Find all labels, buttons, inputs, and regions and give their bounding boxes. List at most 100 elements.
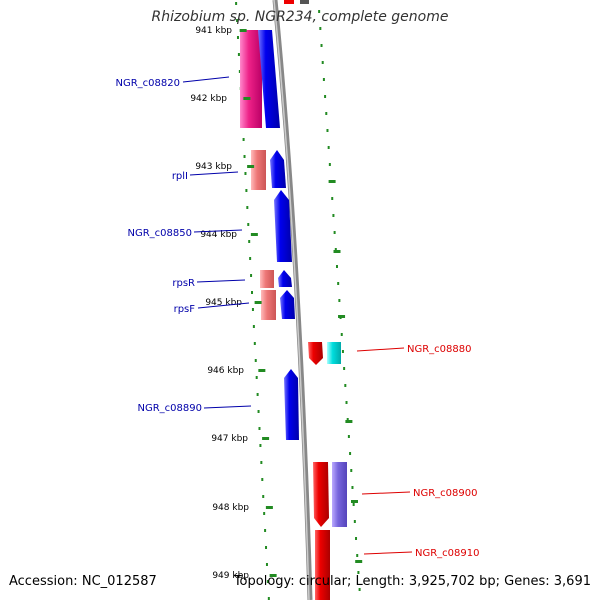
- gene-c08850-blue[interactable]: [274, 190, 292, 262]
- gene-label-right[interactable]: NGR_c08910: [415, 548, 480, 559]
- accession-label: Accession:: [9, 574, 78, 589]
- guide-dot-right: [353, 520, 356, 523]
- gene-c08880-cyan[interactable]: [327, 342, 341, 364]
- minor-tick-mark: [355, 560, 363, 563]
- genome-title: Rhizobium sp. NGR234, complete genome: [151, 9, 449, 25]
- guide-dot-right: [352, 503, 355, 506]
- guide-dot-right: [322, 78, 325, 81]
- gene-label-left[interactable]: rplI: [172, 171, 188, 182]
- gene-c08900-purple[interactable]: [332, 462, 347, 527]
- kbp-tick-mark: [258, 369, 266, 372]
- kbp-tick-mark: [239, 29, 247, 32]
- gene-partial-red: [284, 0, 294, 4]
- gene-label-right[interactable]: NGR_c08880: [407, 344, 472, 355]
- guide-dot-left: [236, 36, 239, 39]
- kbp-tick-label: 947 kbp: [211, 434, 248, 444]
- gene-c08820-pink[interactable]: [240, 30, 262, 128]
- minor-tick-mark: [351, 500, 358, 503]
- guide-dot-left: [262, 495, 265, 498]
- gene-rpsF-blue[interactable]: [280, 290, 295, 319]
- guide-dot-left: [266, 580, 269, 583]
- guide-dot-right: [351, 486, 354, 489]
- guide-dot-left: [238, 70, 241, 73]
- guide-dot-left: [263, 512, 266, 515]
- gene-rpsR-blue[interactable]: [278, 270, 292, 287]
- guide-dot-left: [254, 359, 257, 362]
- gene-c08880-red[interactable]: [308, 342, 323, 365]
- guide-dot-right: [319, 27, 322, 30]
- gene-c08820-blue[interactable]: [258, 30, 280, 128]
- gene-label-left[interactable]: rpsF: [174, 304, 196, 315]
- genes-value: 3,691: [553, 574, 591, 589]
- guide-dot-right: [327, 146, 330, 149]
- gene-c08890-blue[interactable]: [284, 369, 299, 440]
- guide-dot-left: [264, 529, 267, 532]
- guide-dot-left: [252, 325, 255, 328]
- kbp-tick-mark: [243, 97, 251, 100]
- guide-dot-right: [349, 452, 352, 455]
- gene-c08900-red[interactable]: [313, 462, 329, 527]
- guide-dot-left: [265, 563, 268, 566]
- minor-tick-mark: [338, 315, 346, 318]
- gene-rplI-salmon[interactable]: [251, 150, 266, 190]
- gene-features: [240, 30, 347, 600]
- kbp-tick-mark: [247, 165, 255, 168]
- gene-label-left[interactable]: NGR_c08890: [138, 403, 203, 414]
- kbp-ticks: 941 kbp 942 kbp 943 kbp 944 kbp 945 kbp 946 k…: [190, 26, 363, 581]
- guide-dot-right: [341, 350, 344, 353]
- guide-dot-right: [358, 588, 361, 591]
- gene-rplI-blue[interactable]: [270, 150, 286, 188]
- minor-tick-mark: [328, 180, 336, 183]
- guide-dot-left: [246, 206, 249, 209]
- guide-dot-left: [265, 546, 268, 549]
- gene-rpsR-salmon[interactable]: [260, 270, 274, 288]
- guide-dot-left: [259, 444, 262, 447]
- guide-dot-right: [344, 384, 347, 387]
- guide-dot-right: [324, 95, 327, 98]
- guide-dot-right: [320, 44, 323, 47]
- kbp-tick-mark: [254, 301, 262, 304]
- label-leader-line: [356, 347, 405, 352]
- gene-rpsF-salmon[interactable]: [261, 290, 276, 320]
- guide-dot-left: [235, 2, 238, 5]
- guide-dot-left: [250, 274, 253, 277]
- gene-labels: NGR_c08820 rplI NGR_c08850 rpsR rpsF NGR_c088…: [116, 78, 480, 559]
- guide-dot-left: [247, 223, 250, 226]
- guide-dot-right: [346, 418, 349, 421]
- guide-dot-left: [260, 461, 263, 464]
- minor-tick-mark: [333, 250, 341, 253]
- gene-c08910-red[interactable]: [315, 530, 330, 600]
- accession-value: NC_012587: [81, 574, 157, 589]
- guide-dot-right: [343, 367, 346, 370]
- length-value: 3,925,702 bp: [408, 574, 496, 589]
- label-leader-line: [182, 76, 230, 83]
- genes-label: Genes:: [504, 574, 550, 589]
- kbp-tick-mark: [269, 574, 277, 577]
- guide-dot-right: [356, 554, 359, 557]
- gene-label-left[interactable]: NGR_c08820: [116, 78, 181, 89]
- gene-partial-grey: [300, 0, 309, 4]
- gene-label-left[interactable]: NGR_c08850: [128, 228, 193, 239]
- guide-dot-right: [335, 265, 338, 268]
- gene-label-right[interactable]: NGR_c08900: [413, 488, 478, 499]
- guide-dot-left: [243, 155, 246, 158]
- guide-dot-right: [350, 469, 353, 472]
- guide-dot-right: [321, 61, 324, 64]
- guide-dot-left: [245, 189, 248, 192]
- guide-dot-right: [334, 248, 337, 251]
- label-leader-line: [197, 302, 250, 309]
- gene-label-left[interactable]: rpsR: [172, 278, 195, 289]
- kbp-tick-mark: [250, 233, 258, 236]
- length-label: Length:: [355, 574, 405, 589]
- guide-dot-left: [249, 257, 252, 260]
- guide-dot-right: [338, 299, 341, 302]
- label-leader-line: [203, 405, 252, 409]
- kbp-tick-label: 944 kbp: [200, 230, 237, 240]
- genome-backbone: [272, 0, 313, 601]
- guide-dot-right: [337, 282, 340, 285]
- kbp-tick-label: 941 kbp: [195, 26, 232, 36]
- guide-dot-right: [345, 401, 348, 404]
- guide-dot-left: [253, 342, 256, 345]
